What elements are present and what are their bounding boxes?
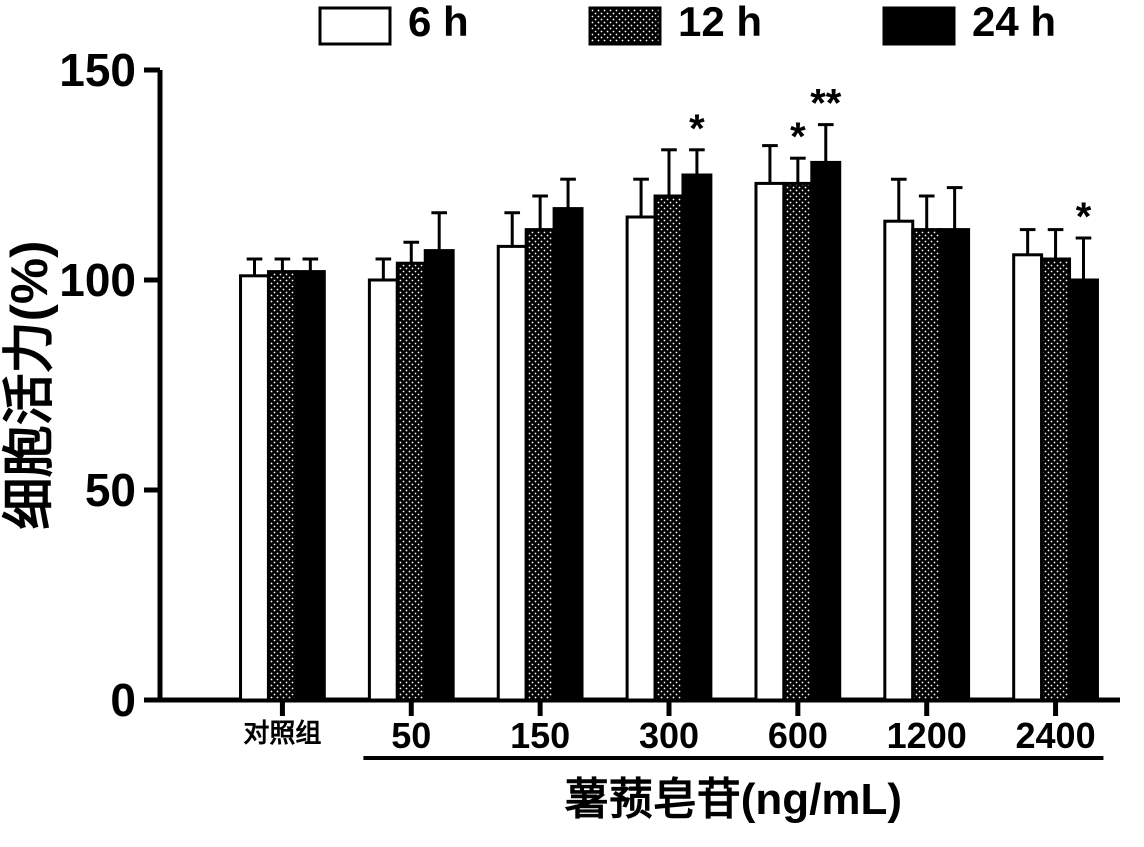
y-tick-label: 50 xyxy=(85,464,136,516)
y-tick-label: 150 xyxy=(59,44,136,96)
x-tick-label: 300 xyxy=(639,715,699,756)
bar xyxy=(369,280,397,700)
significance-marker: ** xyxy=(810,82,842,126)
bar xyxy=(756,183,784,700)
y-tick-label: 100 xyxy=(59,254,136,306)
bar xyxy=(1070,280,1098,700)
y-axis-title: 细胞活力(%) xyxy=(1,241,59,530)
bar xyxy=(655,196,683,700)
bar xyxy=(1014,255,1042,700)
bar xyxy=(296,272,324,700)
bar xyxy=(913,230,941,700)
x-tick-label: 2400 xyxy=(1016,715,1096,756)
legend-label: 12 h xyxy=(678,0,762,45)
chart-container: 050100150细胞活力(%)对照组50150*300***6001200*2… xyxy=(0,0,1144,847)
legend-label: 6 h xyxy=(408,0,469,45)
x-tick-label: 50 xyxy=(391,715,431,756)
bar xyxy=(885,221,913,700)
bar xyxy=(627,217,655,700)
bar xyxy=(425,251,453,700)
bar xyxy=(784,183,812,700)
significance-marker: * xyxy=(790,115,806,159)
significance-marker: * xyxy=(1076,195,1092,239)
legend-label: 24 h xyxy=(972,0,1056,45)
x-tick-label: 对照组 xyxy=(243,718,321,748)
bar xyxy=(1042,259,1070,700)
legend-swatch xyxy=(884,8,954,44)
bar xyxy=(498,246,526,700)
bar xyxy=(812,162,840,700)
bar xyxy=(941,230,969,700)
bar xyxy=(268,272,296,700)
bar-chart: 050100150细胞活力(%)对照组50150*300***6001200*2… xyxy=(0,0,1144,847)
x-tick-label: 150 xyxy=(510,715,570,756)
y-tick-label: 0 xyxy=(110,674,136,726)
legend-swatch xyxy=(590,8,660,44)
x-tick-label: 1200 xyxy=(887,715,967,756)
bar xyxy=(526,230,554,700)
legend-swatch xyxy=(320,8,390,44)
bar xyxy=(683,175,711,700)
significance-marker: * xyxy=(689,107,705,151)
bar xyxy=(397,263,425,700)
x-axis-title: 薯蓣皂苷(ng/mL) xyxy=(565,775,902,824)
bar xyxy=(554,209,582,700)
bar xyxy=(241,276,269,700)
x-tick-label: 600 xyxy=(768,715,828,756)
